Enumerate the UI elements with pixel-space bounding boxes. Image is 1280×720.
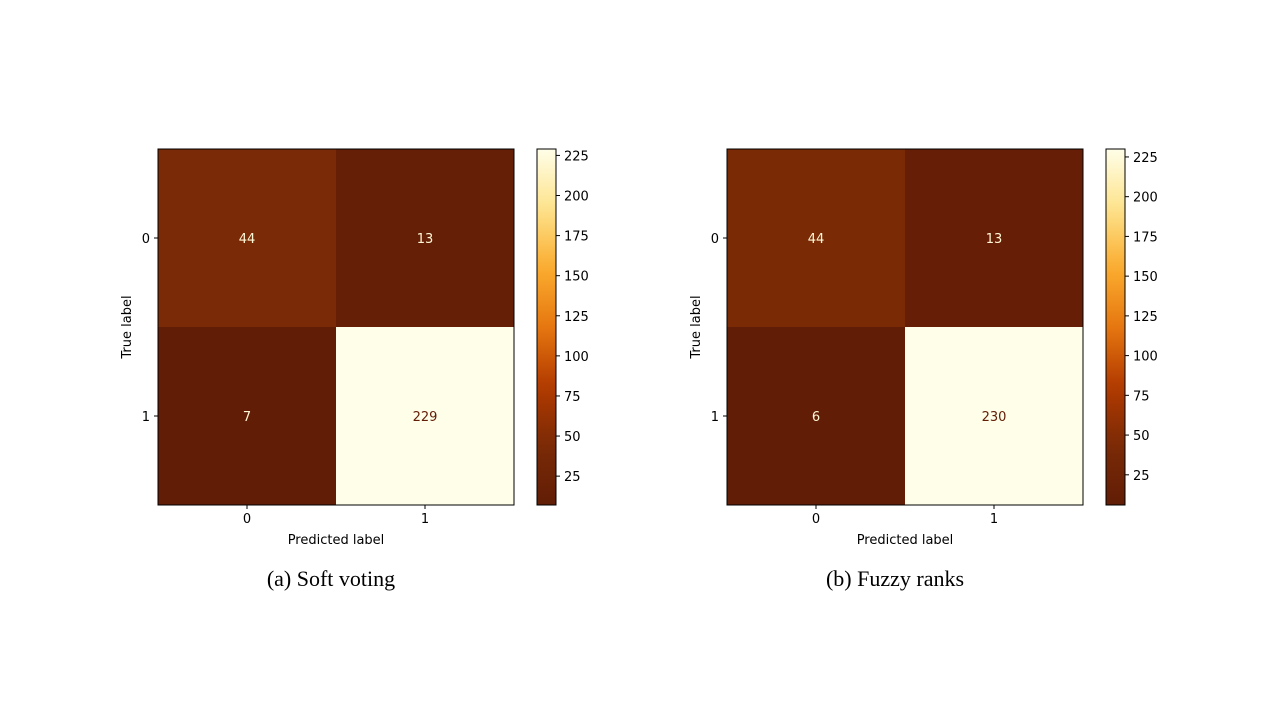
cell-b-r1-c1	[905, 327, 1083, 505]
x-tick-label-a-0: 0	[243, 512, 251, 527]
plot-frame-a	[157, 148, 515, 506]
colorbar-tick-label-b-1: 50	[1133, 429, 1150, 444]
cell-a-r1-c1	[336, 327, 514, 505]
colorbar-tick-label-a-6: 175	[564, 230, 589, 245]
x-axis-label-b: Predicted label	[857, 533, 954, 548]
caption-a: (a) Soft voting	[267, 566, 395, 591]
colorbar-tick-label-b-2: 75	[1133, 389, 1150, 404]
colorbar-tick-label-b-6: 175	[1133, 230, 1158, 245]
colorbar-tick-label-b-0: 25	[1133, 469, 1150, 484]
colorbar-tick-label-a-7: 200	[564, 190, 589, 205]
cell-value-a-r0-c1: 13	[417, 232, 434, 247]
y-axis-label-a: True label	[120, 295, 135, 359]
panel-b: 44 13 6 230 0 1 0 1 Predicted label True label 25 5…	[689, 148, 1158, 548]
cell-value-a-r1-c1: 229	[413, 410, 438, 425]
plot-frame-b	[726, 148, 1084, 506]
cell-b-r1-c0	[727, 327, 905, 505]
cell-a-r0-c0	[158, 149, 336, 327]
colorbar-tick-label-b-3: 100	[1133, 350, 1158, 365]
colorbar-a	[536, 148, 557, 506]
colorbar-tick-label-b-4: 125	[1133, 310, 1158, 325]
colorbar-tick-label-a-3: 100	[564, 350, 589, 365]
cell-value-b-r0-c1: 13	[986, 232, 1003, 247]
cell-a-r0-c1	[336, 149, 514, 327]
cell-b-r0-c0	[727, 149, 905, 327]
y-axis-label-b: True label	[689, 295, 704, 359]
colorbar-tick-label-b-7: 200	[1133, 191, 1158, 206]
colorbar-tick-label-a-0: 25	[564, 470, 581, 485]
y-tick-label-a-1: 1	[142, 410, 150, 425]
colorbar-tick-label-a-1: 50	[564, 430, 581, 445]
x-tick-label-a-1: 1	[421, 512, 429, 527]
colorbar-tick-label-b-5: 150	[1133, 270, 1158, 285]
cell-value-b-r0-c0: 44	[808, 232, 825, 247]
cell-a-r1-c0	[158, 327, 336, 505]
cell-value-a-r1-c0: 7	[243, 410, 251, 425]
x-tick-label-b-0: 0	[812, 512, 820, 527]
x-tick-label-b-1: 1	[990, 512, 998, 527]
y-tick-label-a-0: 0	[142, 232, 150, 247]
colorbar-tick-label-a-8: 225	[564, 149, 589, 164]
y-tick-label-b-1: 1	[711, 410, 719, 425]
cell-value-a-r0-c0: 44	[239, 232, 256, 247]
cell-b-r0-c1	[905, 149, 1083, 327]
panel-a: 44 13 7 229 0 1 0 1 Predicted label True label 25 5…	[120, 148, 589, 548]
y-tick-label-b-0: 0	[711, 232, 719, 247]
cell-value-b-r1-c0: 6	[812, 410, 820, 425]
caption-b: (b) Fuzzy ranks	[826, 566, 964, 591]
colorbar-tick-label-b-8: 225	[1133, 151, 1158, 166]
colorbar-tick-label-a-5: 150	[564, 270, 589, 285]
colorbar-tick-label-a-4: 125	[564, 310, 589, 325]
colorbar-b	[1105, 148, 1126, 506]
x-axis-label-a: Predicted label	[288, 533, 385, 548]
cell-value-b-r1-c1: 230	[982, 410, 1007, 425]
colorbar-tick-label-a-2: 75	[564, 390, 581, 405]
